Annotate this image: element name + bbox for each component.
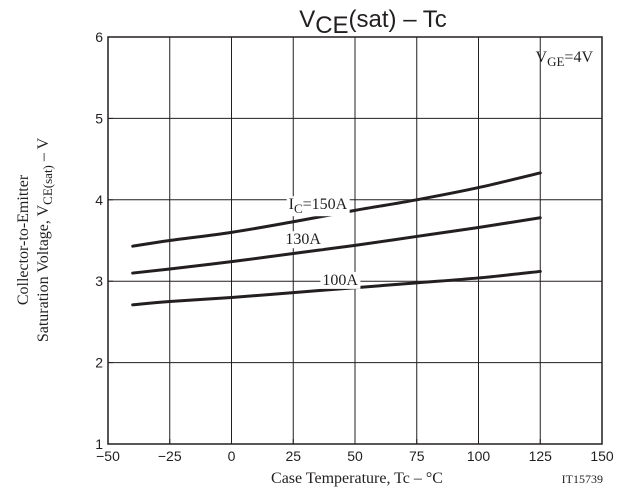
y-tick-label-2: 3 (95, 273, 103, 289)
x-tick-label-2: 0 (228, 448, 236, 464)
x-tick-label-5: 75 (409, 448, 425, 464)
series-label-0: IC=150A (289, 196, 348, 216)
figure-id: IT15739 (562, 472, 603, 486)
y-axis-label-line2: Saturation Voltage, VCE(sat) – V (35, 137, 55, 342)
series-label-1: 130A (285, 231, 321, 248)
series-label-bg-1 (283, 231, 324, 249)
y-axis-label-2: Saturation Voltage, VCE(sat) – V (35, 137, 55, 342)
y-tick-label-5: 6 (95, 29, 103, 45)
tick-labels: −50 −25 0 25 50 75 100 125 150 1 2 3 4 5 6 (95, 29, 614, 464)
series-label-2: 100A (322, 272, 358, 289)
plot-frame (107, 36, 603, 445)
y-tick-label-3: 4 (95, 192, 103, 208)
x-tick-label-0: −50 (96, 448, 120, 464)
gate-voltage-annotation: VGE=4V (536, 49, 594, 69)
x-tick-label-8: 150 (590, 448, 614, 464)
chart-title: VCE(sat) – Tc (299, 6, 447, 39)
series-label-bg-2 (320, 271, 361, 289)
y-axis-label: Collector-to-Emitter (15, 174, 32, 305)
x-tick-label-4: 50 (347, 448, 363, 464)
series-line-2 (131, 269, 542, 307)
x-tick-label-7: 125 (529, 448, 553, 464)
y-tick-label-4: 5 (95, 110, 103, 126)
series-label-bg-0 (286, 196, 350, 217)
y-tick-label-1: 2 (95, 355, 103, 371)
series-line-1 (131, 216, 542, 275)
x-tick-label-1: −25 (158, 448, 182, 464)
x-tick-label-6: 100 (467, 448, 491, 464)
y-tick-label-0: 1 (95, 436, 103, 452)
grid (108, 37, 602, 444)
x-tick-label-3: 25 (285, 448, 301, 464)
series-lines: IC=150A 130A 100A (131, 171, 542, 307)
y-axis-label-line1: Collector-to-Emitter (15, 174, 32, 305)
x-axis-label: Case Temperature, Tc – °C (271, 470, 443, 487)
